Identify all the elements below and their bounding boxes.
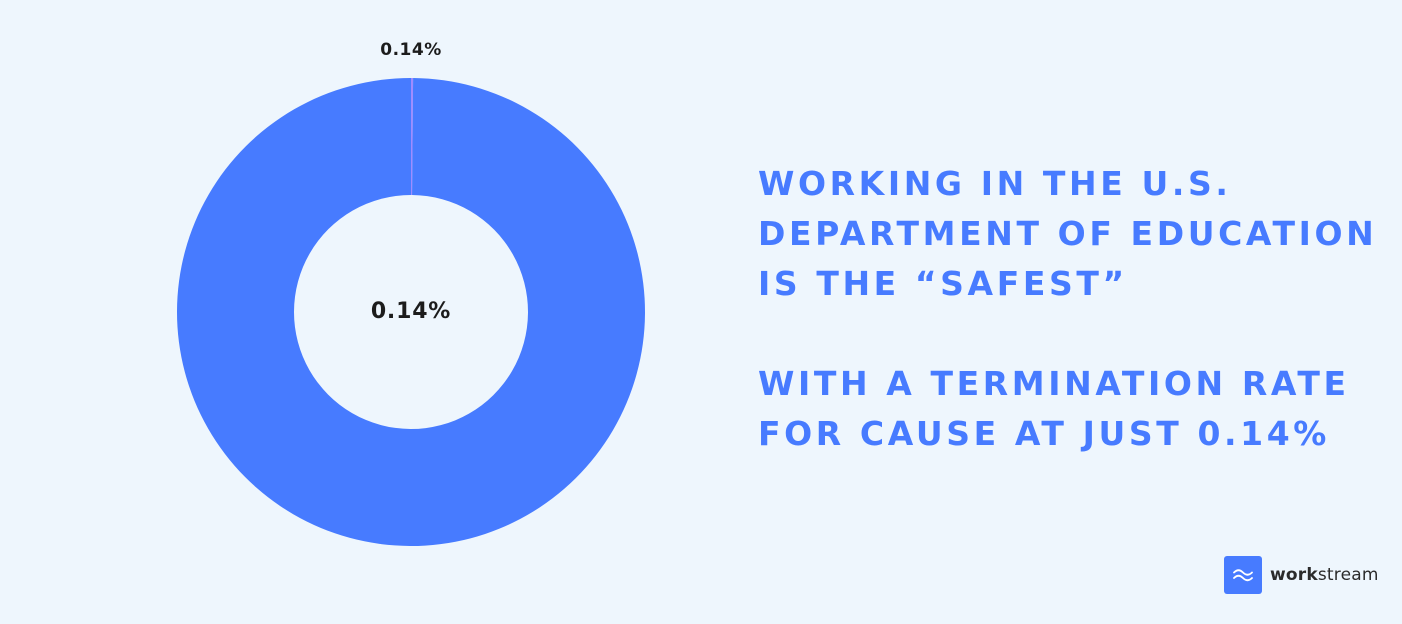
headline-line: WITH A TERMINATION RATE <box>758 364 1350 403</box>
wave-icon <box>1224 556 1262 594</box>
headline-line: IS THE “SAFEST” <box>758 264 1128 303</box>
logo-wordmark: workstream <box>1270 565 1379 585</box>
logo-rest: stream <box>1317 565 1379 585</box>
remaining-slice <box>176 78 645 546</box>
center-label: 0.14% <box>371 299 451 324</box>
outer-slice-label: 0.14% <box>380 40 441 60</box>
logo-bold: work <box>1270 565 1318 585</box>
headline-part-2: WITH A TERMINATION RATE FOR CAUSE AT JUS… <box>758 359 1378 459</box>
donut-chart: 0.14% 0.14% <box>176 40 645 546</box>
workstream-logo: workstream <box>1224 556 1379 594</box>
headline-line: FOR CAUSE AT JUST 0.14% <box>758 414 1330 453</box>
headline-line: DEPARTMENT OF EDUCATION <box>758 214 1378 253</box>
headline-part-1: WORKING IN THE U.S. DEPARTMENT OF EDUCAT… <box>758 159 1378 309</box>
headline-line: WORKING IN THE U.S. <box>758 164 1232 203</box>
